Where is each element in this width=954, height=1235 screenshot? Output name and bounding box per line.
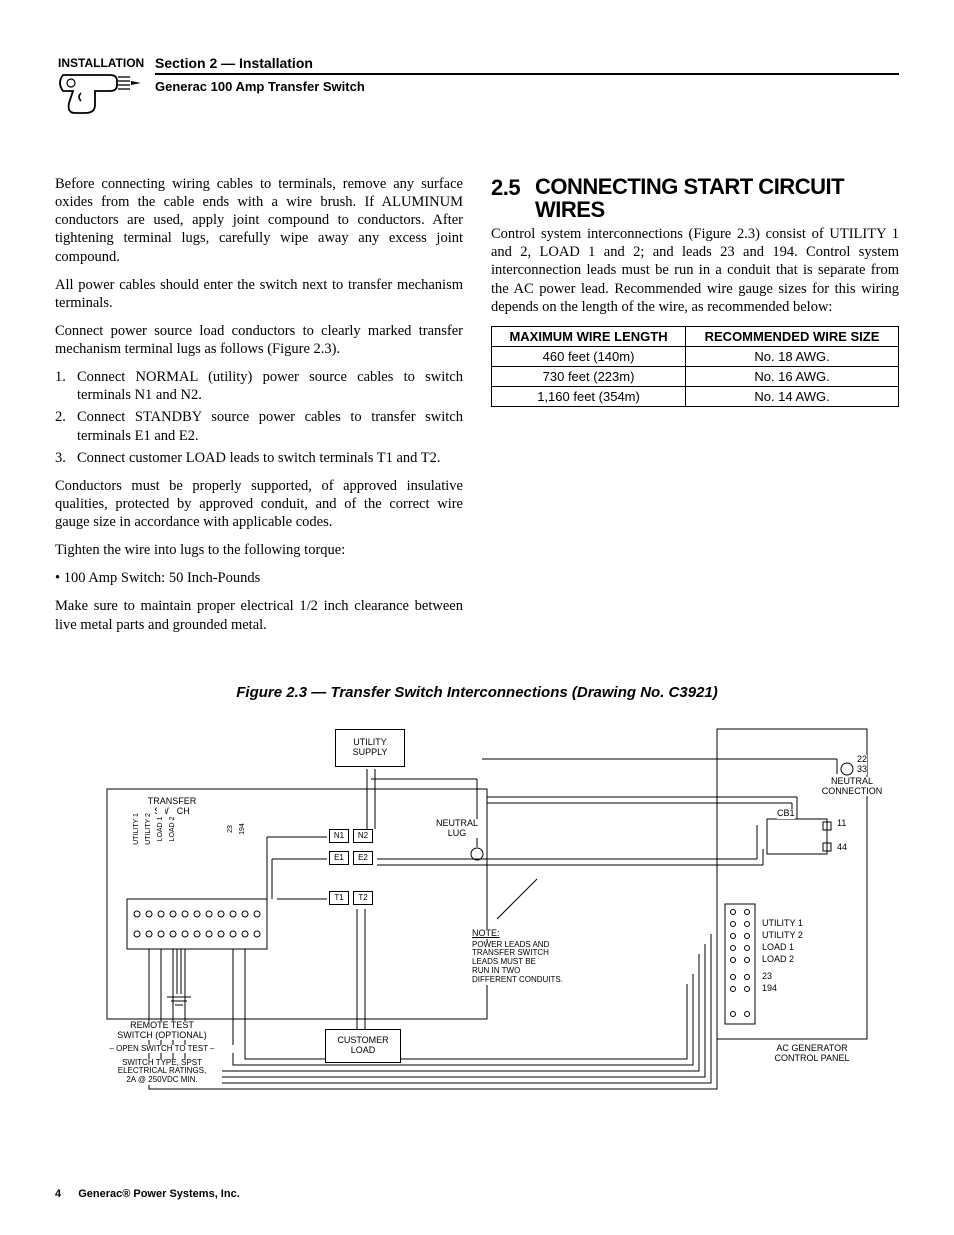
ts-u2: UTILITY 2 <box>145 804 153 854</box>
ts-l2: LOAD 2 <box>169 804 177 854</box>
page-header: INSTALLATION Section 2 — Installation <box>55 55 899 125</box>
terminal-t2: T2 <box>353 891 373 905</box>
open-switch-label: – OPEN SWITCH TO TEST – <box>87 1045 237 1054</box>
section-heading: 2.5 CONNECTING START CIRCUIT WIRES <box>491 175 899 221</box>
installation-drill-icon: INSTALLATION <box>55 55 155 125</box>
pin-33: 33 <box>857 765 867 775</box>
panel-194: 194 <box>762 984 777 994</box>
neutral-connection-label: NEUTRALCONNECTION <box>817 777 887 797</box>
table-row: 1,160 feet (354m)No. 14 AWG. <box>492 386 899 406</box>
list-item: 1.Connect NORMAL (utility) power source … <box>55 368 463 404</box>
bullet-item: • 100 Amp Switch: 50 Inch-Pounds <box>55 569 463 587</box>
pin-11: 11 <box>837 819 846 829</box>
list-item: 3.Connect customer LOAD leads to switch … <box>55 449 463 467</box>
numbered-list: 1.Connect NORMAL (utility) power source … <box>55 368 463 467</box>
table-header: RECOMMENDED WIRE SIZE <box>686 326 899 346</box>
terminal-t1: T1 <box>329 891 349 905</box>
figure-caption: Figure 2.3 — Transfer Switch Interconnec… <box>55 684 899 701</box>
page-number: 4 <box>55 1188 61 1200</box>
terminal-e2: E2 <box>353 851 373 865</box>
ts-23: 23 <box>227 804 235 854</box>
header-titles: Section 2 — Installation Generac 100 Amp… <box>155 55 899 94</box>
footer-company: Generac® Power Systems, Inc. <box>78 1188 240 1200</box>
ac-gen-panel-label: AC GENERATORCONTROL PANEL <box>757 1044 867 1064</box>
heading-text: CONNECTING START CIRCUIT WIRES <box>535 175 899 221</box>
product-title: Generac 100 Amp Transfer Switch <box>155 79 899 94</box>
pin-44: 44 <box>837 843 847 853</box>
note-body: POWER LEADS ANDTRANSFER SWITCHLEADS MUST… <box>472 941 582 985</box>
table-row: 730 feet (223m)No. 16 AWG. <box>492 366 899 386</box>
ts-l1: LOAD 1 <box>157 804 165 854</box>
wiring-diagram: UTILITYSUPPLY TRANSFERSWITCH N1 N2 E1 E2… <box>77 719 877 1109</box>
panel-load1: LOAD 1 <box>762 943 794 953</box>
customer-load-box: CUSTOMERLOAD <box>325 1029 401 1063</box>
page-footer: 4 Generac® Power Systems, Inc. <box>55 1188 240 1200</box>
neutral-lug-label: NEUTRALLUG <box>432 819 482 839</box>
installation-icon-label: INSTALLATION <box>58 56 144 70</box>
right-column: 2.5 CONNECTING START CIRCUIT WIRES Contr… <box>491 175 899 644</box>
table-row: 460 feet (140m)No. 18 AWG. <box>492 346 899 366</box>
wire-size-table: MAXIMUM WIRE LENGTH RECOMMENDED WIRE SIZ… <box>491 326 899 407</box>
list-item: 2.Connect STANDBY source power cables to… <box>55 408 463 444</box>
table-header: MAXIMUM WIRE LENGTH <box>492 326 686 346</box>
para: Tighten the wire into lugs to the follow… <box>55 541 463 559</box>
para: Make sure to maintain proper electrical … <box>55 597 463 633</box>
left-column: Before connecting wiring cables to termi… <box>55 175 463 644</box>
para: Conductors must be properly supported, o… <box>55 477 463 531</box>
panel-23: 23 <box>762 972 772 982</box>
header-rule: Section 2 — Installation <box>155 55 899 75</box>
terminal-e1: E1 <box>329 851 349 865</box>
cb1-label: CB1 <box>777 809 795 819</box>
switch-spec-label: SWITCH TYPE, SPSTELECTRICAL RATINGS,2A @… <box>102 1059 222 1085</box>
table-row: MAXIMUM WIRE LENGTH RECOMMENDED WIRE SIZ… <box>492 326 899 346</box>
section-title: Section 2 — Installation <box>155 55 899 71</box>
para: Before connecting wiring cables to termi… <box>55 175 463 266</box>
page: INSTALLATION Section 2 — Installation <box>0 0 954 1235</box>
panel-utility2: UTILITY 2 <box>762 931 803 941</box>
ts-194: 194 <box>239 804 247 854</box>
note-heading: NOTE: <box>472 929 512 939</box>
para: All power cables should enter the switch… <box>55 276 463 312</box>
body-columns: Before connecting wiring cables to termi… <box>55 175 899 644</box>
panel-utility1: UTILITY 1 <box>762 919 803 929</box>
heading-number: 2.5 <box>491 175 535 201</box>
terminal-n2: N2 <box>353 829 373 843</box>
panel-load2: LOAD 2 <box>762 955 794 965</box>
para: Connect power source load conductors to … <box>55 322 463 358</box>
remote-switch-label: REMOTE TESTSWITCH (OPTIONAL) <box>97 1021 227 1041</box>
para: Control system interconnections (Figure … <box>491 225 899 316</box>
terminal-n1: N1 <box>329 829 349 843</box>
ts-u1: UTILITY 1 <box>133 804 141 854</box>
utility-supply-box: UTILITYSUPPLY <box>335 729 405 767</box>
